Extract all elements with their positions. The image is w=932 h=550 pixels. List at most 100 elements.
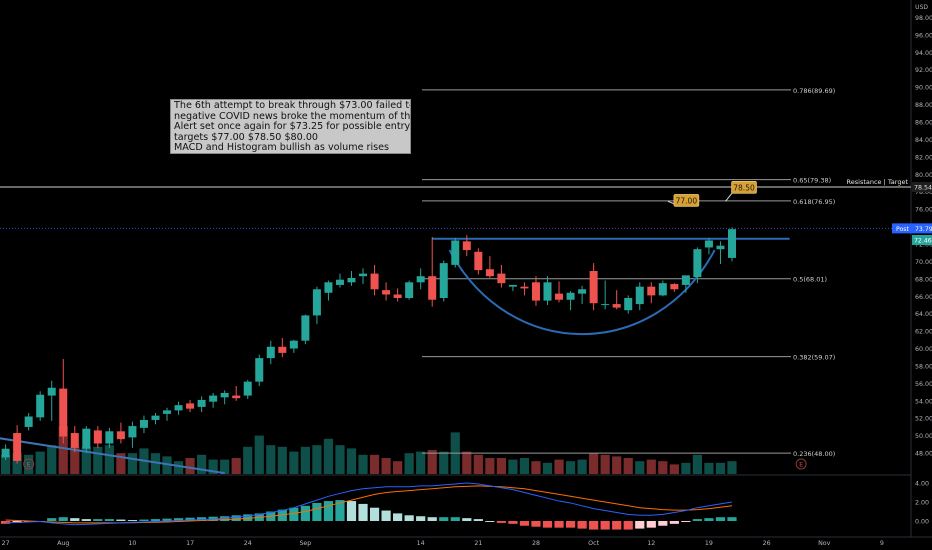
candle-body	[82, 428, 91, 449]
earnings-event-icon	[23, 458, 35, 470]
macd-histogram-bar	[289, 507, 299, 521]
volume-bar	[623, 458, 633, 474]
volume-bar	[369, 454, 380, 474]
volume-bar	[208, 459, 218, 474]
macd-histogram-bar	[116, 519, 126, 521]
volume-bar	[1, 454, 11, 474]
macd-histogram-bar	[577, 521, 587, 529]
candle-body	[589, 270, 598, 304]
macd-histogram-bar	[323, 501, 334, 521]
macd-histogram-bar	[393, 513, 403, 521]
note-line: Alert set once again for $73.25 for poss…	[174, 121, 411, 133]
volume-bar	[289, 451, 299, 474]
candle-body	[232, 395, 241, 399]
price-tick-label: 68.00	[915, 276, 932, 283]
candle-body	[59, 388, 68, 437]
macd-histogram-bar	[416, 516, 426, 521]
date-tick-label: 28	[532, 540, 540, 547]
volume-bar	[381, 458, 391, 474]
candle-body	[266, 346, 275, 359]
volume-bar	[197, 454, 207, 474]
macd-histogram-bar	[93, 519, 103, 521]
price-tick-label: 96.00	[915, 32, 932, 39]
date-tick-label: Aug	[57, 540, 69, 547]
date-tick-label: 14	[417, 540, 425, 547]
candle-body	[335, 279, 344, 285]
volume-bar	[12, 453, 22, 474]
volume-bar	[58, 426, 68, 474]
price-tick-label: 82.00	[915, 154, 932, 161]
candle-body	[439, 263, 448, 298]
date-tick-label: 26	[763, 540, 771, 547]
volume-bar	[727, 461, 737, 474]
volume-bar	[93, 446, 103, 474]
price-tick-label: 66.00	[915, 294, 932, 301]
volume-bar	[358, 454, 368, 474]
candle-body	[209, 395, 218, 402]
volume-bar	[47, 445, 57, 474]
volume-bar	[715, 462, 726, 474]
note-line: targets $77.00 $78.50 $80.00	[174, 131, 319, 143]
macd-histogram-bar	[70, 518, 80, 521]
earnings-event-label: E	[799, 461, 803, 469]
macd-histogram-bar	[358, 503, 368, 521]
candle-body	[704, 240, 713, 248]
volume-bar	[600, 454, 610, 474]
volume-bar	[681, 462, 691, 474]
candle-body	[566, 292, 575, 300]
macd-histogram-bar	[439, 517, 449, 521]
candle-body	[105, 431, 114, 444]
cup-curve	[448, 249, 716, 336]
price-tick-label: 72.00	[915, 241, 932, 248]
macd-histogram-bar	[681, 521, 691, 522]
fib-level-label: 0.5(68.01)	[793, 276, 827, 284]
macd-histogram-bar	[81, 519, 91, 521]
macd-histogram-bar	[243, 514, 253, 521]
candle-body	[497, 273, 506, 284]
candle-body	[163, 410, 172, 414]
volume-bar	[565, 461, 576, 474]
volume-bar	[531, 461, 541, 474]
candle-body	[681, 275, 690, 285]
volume-bar	[312, 445, 322, 474]
note-line: MACD and Histogram bullish as volume ris…	[174, 142, 390, 154]
macd-histogram-bar	[496, 521, 506, 523]
candle-body	[116, 431, 125, 440]
volume-bar	[116, 453, 126, 474]
resistance-axis-label: 78.54	[914, 184, 932, 191]
macd-histogram-bar	[612, 521, 622, 530]
macd-histogram-bar	[542, 521, 553, 528]
volume-bar	[173, 461, 184, 474]
price-tick-label: 78.00	[915, 189, 932, 196]
analysis-note[interactable]: The 6th attempt to break through $73.00 …	[170, 99, 411, 154]
macd-histogram-bar	[600, 521, 610, 530]
candle-body	[24, 416, 33, 427]
volume-bar	[416, 451, 426, 474]
candle-body	[151, 415, 160, 420]
candle-body	[13, 433, 22, 461]
date-tick-label: Nov	[818, 540, 831, 547]
candle-body	[128, 426, 137, 438]
volume-bar	[35, 451, 45, 474]
macd-histogram-bar	[519, 521, 530, 526]
candle-body	[278, 346, 287, 353]
date-tick-label: Sep	[299, 540, 311, 547]
macd-histogram-bar	[139, 519, 149, 521]
macd-histogram-bar	[554, 521, 564, 528]
volume-bar	[150, 453, 161, 474]
date-tick-label: 9	[880, 540, 884, 547]
volume-bar	[323, 438, 334, 474]
candle-body	[359, 273, 368, 277]
macd-histogram-bar	[185, 517, 195, 521]
macd-histogram-bar	[565, 521, 576, 528]
volume-bar	[243, 446, 253, 474]
fib-level-label: 0.786(89.69)	[793, 87, 835, 95]
volume-bar	[542, 462, 553, 474]
candle-body	[451, 240, 460, 265]
candle-body	[531, 282, 540, 301]
macd-histogram-bar	[162, 518, 172, 521]
candle-body	[382, 290, 391, 295]
candle-body	[635, 286, 644, 305]
target-tag-label: 77.00	[676, 196, 698, 205]
